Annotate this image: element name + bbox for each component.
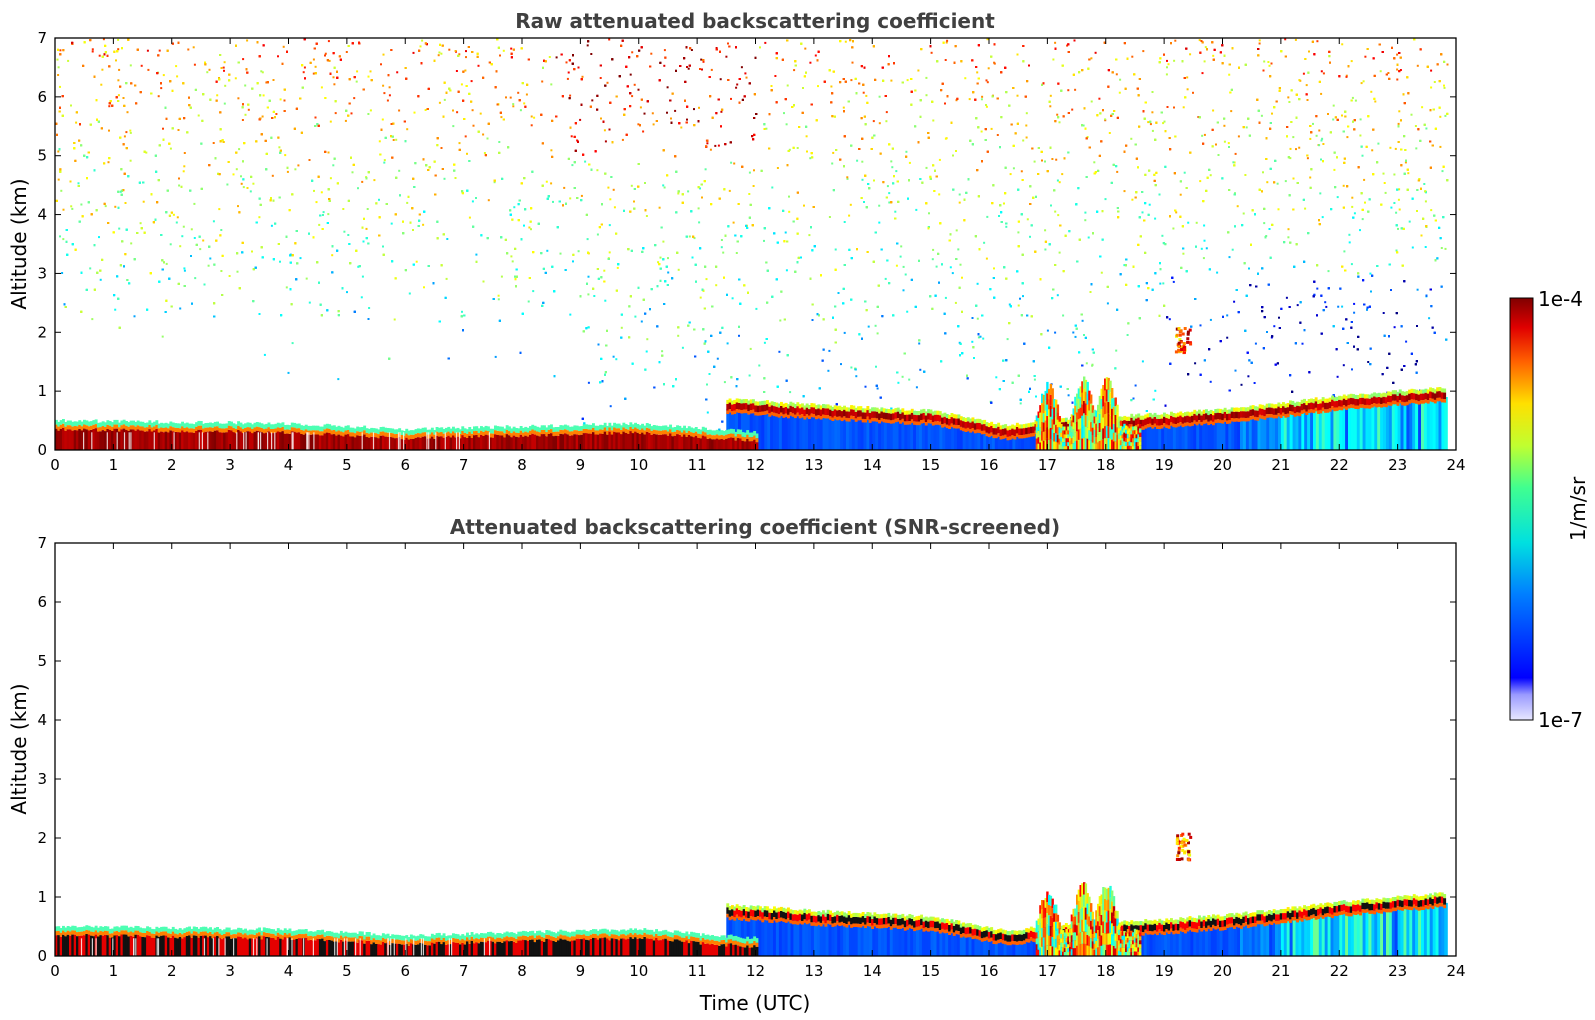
screened-x-tick-label: 0: [50, 962, 60, 980]
raw-x-tick-label: 4: [284, 456, 294, 474]
screened-x-tick-label: 17: [1038, 962, 1057, 980]
colorbar-unit-label: 1/m/sr: [1566, 476, 1590, 541]
screened-x-tick-label: 18: [1096, 962, 1115, 980]
screened-x-tick-label: 2: [167, 962, 177, 980]
screened-x-tick-label: 4: [284, 962, 294, 980]
raw-surface-layer: [55, 419, 759, 450]
screened-y-tick-label: 5: [37, 652, 47, 670]
screened-y-tick-label: 6: [37, 593, 47, 611]
raw-isolated-cloud: [1174, 327, 1193, 355]
raw-x-tick-label: 19: [1155, 456, 1174, 474]
raw-x-tick-label: 15: [921, 456, 940, 474]
raw-x-tick-label: 14: [863, 456, 882, 474]
raw-x-tick-label: 7: [459, 456, 469, 474]
screened-x-tick-label: 9: [576, 962, 586, 980]
screened-x-tick-label: 13: [804, 962, 823, 980]
screened-elevated-layer: [726, 892, 1447, 946]
raw-x-tick-label: 0: [50, 456, 60, 474]
panel-raw-frame: [54, 37, 1457, 451]
raw-y-tick-label: 4: [37, 206, 47, 224]
colorbar-frame: [1509, 297, 1534, 721]
raw-x-tick-label: 20: [1213, 456, 1232, 474]
screened-x-tick-label: 5: [342, 962, 352, 980]
raw-y-tick-label: 5: [37, 147, 47, 165]
screened-x-tick-label: 6: [400, 962, 410, 980]
screened-x-tick-label: 19: [1155, 962, 1174, 980]
screened-backscatter-image: [55, 832, 1448, 956]
raw-x-tick-label: 11: [688, 456, 707, 474]
raw-x-tick-label: 8: [517, 456, 527, 474]
screened-convective-plumes: [1035, 882, 1142, 956]
raw-backscatter-image: [55, 38, 1449, 450]
raw-x-tick-label: 12: [746, 456, 765, 474]
screened-x-tick-label: 15: [921, 962, 940, 980]
raw-x-tick-label: 18: [1096, 456, 1115, 474]
raw-y-tick-label: 2: [37, 323, 47, 341]
raw-convective-plumes: [1035, 376, 1142, 450]
screened-x-tick-label: 11: [688, 962, 707, 980]
screened-x-tick-label: 24: [1446, 962, 1465, 980]
screened-x-tick-label: 1: [109, 962, 119, 980]
screened-x-tick-label: 12: [746, 962, 765, 980]
panel-raw-x-ticks: 0 1 2 3 4 5 6 7 8 9 10 11 12 13 14 15 16 17 18 19 20 21 22 23 24: [50, 38, 1466, 474]
raw-x-tick-label: 22: [1330, 456, 1349, 474]
raw-x-tick-label: 9: [576, 456, 586, 474]
raw-x-tick-label: 13: [804, 456, 823, 474]
panel-raw-title: Raw attenuated backscattering coefficien…: [515, 9, 995, 33]
screened-y-tick-label: 0: [37, 947, 47, 965]
raw-x-tick-label: 1: [109, 456, 119, 474]
screened-y-tick-label: 4: [37, 711, 47, 729]
panel-screened-frame: [54, 542, 1457, 957]
panel-screened-x-ticks: 0 1 2 3 4 5 6 7 8 9 10 11 12 13 14 15 16 17 18 19 20 21 22 23 24: [50, 543, 1466, 980]
screened-y-tick-label: 1: [37, 888, 47, 906]
screened-y-tick-label: 3: [37, 770, 47, 788]
raw-y-tick-label: 7: [37, 29, 47, 47]
raw-x-tick-label: 6: [400, 456, 410, 474]
screened-surface-layer: [55, 925, 759, 956]
raw-x-tick-label: 17: [1038, 456, 1057, 474]
screened-isolated-cloud: [1175, 832, 1193, 862]
raw-x-tick-label: 24: [1446, 456, 1465, 474]
raw-x-tick-label: 23: [1388, 456, 1407, 474]
colorbar-min-label: 1e-7: [1538, 708, 1583, 732]
screened-y-tick-label: 7: [37, 534, 47, 552]
raw-y-tick-label: 0: [37, 441, 47, 459]
x-axis-label: Time (UTC): [699, 991, 811, 1015]
screened-x-tick-label: 20: [1213, 962, 1232, 980]
raw-noise: [55, 38, 1449, 450]
panel-screened: Attenuated backscattering coefficient (S…: [7, 515, 1466, 1015]
screened-x-tick-label: 21: [1271, 962, 1290, 980]
screened-x-tick-label: 23: [1388, 962, 1407, 980]
panel-screened-title: Attenuated backscattering coefficient (S…: [450, 515, 1060, 539]
panel-raw-y-label: Altitude (km): [7, 178, 31, 309]
panel-screened-y-label: Altitude (km): [7, 683, 31, 814]
screened-x-tick-label: 16: [979, 962, 998, 980]
screened-x-tick-label: 3: [225, 962, 235, 980]
colorbar-max-label: 1e-4: [1538, 287, 1583, 311]
screened-x-tick-label: 22: [1330, 962, 1349, 980]
raw-x-tick-label: 2: [167, 456, 177, 474]
screened-x-tick-label: 14: [863, 962, 882, 980]
raw-x-tick-label: 21: [1271, 456, 1290, 474]
raw-y-tick-label: 6: [37, 88, 47, 106]
colorbar: 1e-4 1e-7 1/m/sr: [1509, 287, 1590, 732]
screened-x-tick-label: 8: [517, 962, 527, 980]
raw-x-tick-label: 3: [225, 456, 235, 474]
raw-x-tick-label: 5: [342, 456, 352, 474]
panel-screened-y-ticks: 0 1 2 3 4 5 6 7: [37, 534, 1456, 965]
panel-raw: Raw attenuated backscattering coefficien…: [7, 9, 1466, 474]
raw-x-tick-label: 16: [979, 456, 998, 474]
raw-y-tick-label: 3: [37, 264, 47, 282]
screened-y-tick-label: 2: [37, 829, 47, 847]
screened-x-tick-label: 7: [459, 962, 469, 980]
raw-y-tick-label: 1: [37, 382, 47, 400]
colorbar-gradient: [1510, 298, 1533, 720]
screened-x-tick-label: 10: [629, 962, 648, 980]
panel-raw-y-ticks: 0 1 2 3 4 5 6 7: [37, 29, 1456, 459]
raw-x-tick-label: 10: [629, 456, 648, 474]
